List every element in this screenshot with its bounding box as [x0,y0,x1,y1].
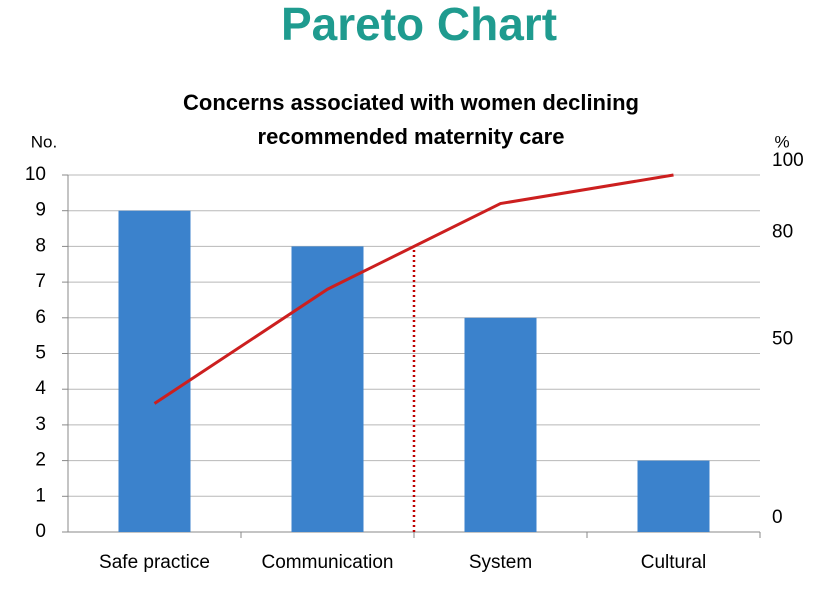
y2-tick-label: 100 [772,150,804,171]
y-tick-label: 7 [35,271,46,292]
y2-axis-label: % [774,132,789,151]
x-tick-label: System [469,552,532,573]
page-heading: Pareto Chart [281,0,557,50]
y2-tick-label: 50 [772,329,793,350]
cumulative-line [153,173,674,405]
y-tick-label: 4 [35,378,46,399]
bar [118,210,191,532]
bar [464,317,537,532]
y-tick-label: 0 [35,521,46,542]
chart-title: Concerns associated with women declining [183,90,639,115]
x-tick-label: Communication [262,552,394,573]
bar [291,246,364,532]
y-tick-label: 10 [25,164,46,185]
y2-tick-label: 0 [772,507,783,528]
y-tick-label: 2 [35,450,46,471]
y2-tick-label: 80 [772,221,793,242]
y-tick-label: 5 [35,343,46,364]
bar [637,460,710,532]
y-tick-label: 8 [35,235,46,256]
y-tick-label: 1 [35,485,46,506]
y-axis-label: No. [31,132,57,151]
x-tick-label: Cultural [641,552,706,573]
chart-title: recommended maternity care [258,124,565,149]
y-tick-label: 3 [35,414,46,435]
y-tick-label: 6 [35,307,46,328]
y-tick-label: 9 [35,200,46,221]
x-tick-label: Safe practice [99,552,210,573]
